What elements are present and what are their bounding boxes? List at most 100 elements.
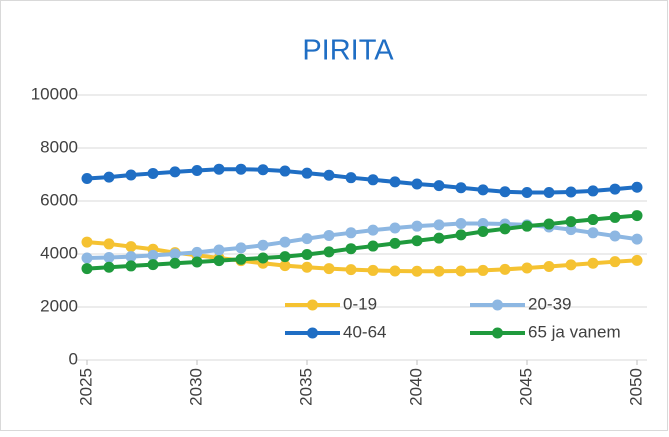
point [323, 169, 335, 181]
point [609, 183, 621, 195]
point [565, 224, 577, 236]
point [389, 176, 401, 188]
point [411, 265, 423, 277]
point [279, 236, 291, 248]
y-tick-label: 8000 [40, 137, 78, 156]
point [433, 232, 445, 244]
point [323, 263, 335, 275]
point [279, 260, 291, 272]
point [323, 229, 335, 241]
point [389, 237, 401, 249]
point [587, 257, 599, 269]
point [587, 227, 599, 239]
legend-marker [492, 327, 503, 339]
legend-label: 20-39 [528, 294, 571, 313]
y-tick-label: 2000 [40, 296, 78, 315]
point [213, 244, 225, 256]
point [543, 260, 555, 272]
point [477, 184, 489, 196]
point [147, 249, 159, 261]
chart-title: PIRITA [302, 35, 394, 67]
point [279, 165, 291, 177]
point [257, 239, 269, 251]
point [103, 238, 115, 250]
point [433, 219, 445, 231]
point [499, 223, 511, 235]
point [433, 180, 445, 192]
point [81, 252, 93, 264]
y-tick-label: 6000 [40, 190, 78, 209]
point [81, 172, 93, 184]
point [521, 187, 533, 199]
point [125, 241, 137, 253]
point [367, 264, 379, 276]
point [477, 225, 489, 237]
point [367, 224, 379, 236]
point [411, 235, 423, 247]
x-tick-label: 2030 [186, 368, 205, 406]
legend-label: 40-64 [343, 322, 386, 341]
point [367, 174, 379, 186]
point [81, 236, 93, 248]
y-tick-label: 0 [69, 349, 78, 368]
point [169, 248, 181, 260]
point [389, 222, 401, 234]
point [543, 187, 555, 199]
legend-marker [307, 327, 318, 339]
y-tick-label: 10000 [31, 84, 78, 103]
point [103, 251, 115, 263]
point [81, 263, 93, 275]
point [235, 253, 247, 265]
point [631, 210, 643, 222]
point [631, 181, 643, 193]
point [191, 256, 203, 268]
legend-marker [492, 299, 503, 311]
point [565, 259, 577, 271]
point [345, 264, 357, 276]
point [389, 265, 401, 277]
point [169, 166, 181, 178]
point [235, 163, 247, 175]
point [543, 218, 555, 230]
point [609, 211, 621, 223]
point [301, 167, 313, 179]
point [455, 229, 467, 241]
point [191, 246, 203, 258]
point [411, 178, 423, 190]
x-tick-label: 2025 [76, 368, 95, 406]
point [125, 251, 137, 263]
point [345, 227, 357, 239]
point [345, 243, 357, 255]
point [631, 233, 643, 245]
point [609, 230, 621, 242]
legend-label: 0-19 [343, 294, 377, 313]
point [609, 256, 621, 268]
point [565, 186, 577, 198]
x-tick-label: 2045 [516, 368, 535, 406]
point [191, 165, 203, 177]
x-tick-label: 2050 [626, 368, 645, 406]
point [455, 265, 467, 277]
point [257, 252, 269, 264]
point [257, 164, 269, 176]
point [367, 240, 379, 252]
point [499, 186, 511, 198]
point [301, 233, 313, 245]
point [433, 265, 445, 277]
point [565, 216, 577, 228]
point [279, 251, 291, 263]
point [521, 262, 533, 274]
point [455, 182, 467, 194]
point [587, 185, 599, 197]
point [301, 249, 313, 261]
legend-label: 65 ja vanem [528, 322, 621, 341]
point [477, 218, 489, 230]
point [411, 220, 423, 232]
point [103, 261, 115, 273]
point [125, 169, 137, 181]
point [631, 254, 643, 266]
x-tick-label: 2040 [406, 368, 425, 406]
point [587, 214, 599, 226]
point [147, 259, 159, 271]
